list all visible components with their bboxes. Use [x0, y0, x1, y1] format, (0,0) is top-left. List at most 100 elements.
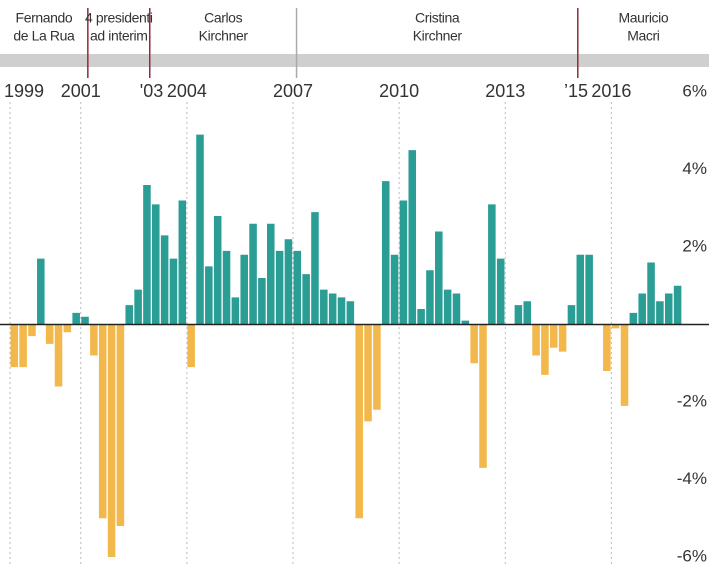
- bar: [452, 293, 461, 325]
- bar: [231, 297, 240, 325]
- bar: [328, 293, 337, 325]
- bar: [81, 316, 89, 325]
- bar: [461, 320, 470, 325]
- bar: [673, 285, 682, 325]
- bar: [479, 324, 487, 468]
- bar: [196, 134, 204, 325]
- president-name: Fernando: [16, 10, 73, 26]
- year-label: 2013: [485, 81, 525, 101]
- year-label: '03: [140, 81, 163, 101]
- year-label: 2016: [591, 81, 631, 101]
- bar: [28, 324, 36, 337]
- bar: [664, 293, 673, 325]
- year-label: ’15: [564, 81, 588, 101]
- bar: [187, 324, 195, 368]
- bar: [576, 254, 585, 325]
- bar: [240, 254, 248, 325]
- bar: [620, 324, 629, 406]
- bar: [638, 293, 646, 325]
- bar: [116, 324, 125, 526]
- president-name: 4 presidenti: [85, 10, 153, 26]
- bar: [381, 181, 390, 325]
- president-name: ad interim: [90, 28, 147, 44]
- bar: [656, 301, 664, 325]
- bar: [567, 305, 576, 325]
- bar: [134, 289, 142, 325]
- bar: [311, 212, 319, 325]
- y-tick-label: 2%: [682, 236, 707, 255]
- bar: [435, 231, 443, 325]
- year-label: 2007: [273, 81, 313, 101]
- bar: [293, 250, 302, 325]
- bar: [523, 301, 532, 325]
- bar: [302, 274, 310, 325]
- bar: [72, 312, 80, 325]
- bar: [258, 278, 266, 325]
- y-tick-label: -4%: [677, 469, 707, 488]
- bar: [54, 324, 63, 387]
- year-label: 1999: [4, 81, 44, 101]
- bar: [364, 324, 372, 422]
- bar: [275, 250, 284, 325]
- bar: [125, 305, 134, 325]
- bar: [417, 309, 425, 325]
- bar: [222, 250, 231, 325]
- bar: [470, 324, 478, 364]
- bar: [514, 305, 523, 325]
- bar: [399, 200, 408, 325]
- bar: [205, 266, 213, 325]
- bar: [213, 216, 222, 325]
- bar: [143, 185, 151, 325]
- bar: [408, 150, 417, 325]
- bar: [284, 239, 293, 325]
- bar: [63, 324, 72, 333]
- bar: [19, 324, 27, 368]
- year-label: 2010: [379, 81, 419, 101]
- bar: [558, 324, 567, 352]
- bar: [443, 289, 452, 325]
- bar: [496, 258, 505, 325]
- year-label: 2001: [61, 81, 101, 101]
- bar: [178, 200, 187, 325]
- bar: [585, 254, 593, 325]
- bar: [346, 301, 355, 325]
- bar: [603, 324, 611, 371]
- y-tick-label: 6%: [682, 81, 707, 100]
- bar: [647, 262, 655, 325]
- bar: [426, 270, 434, 325]
- bar: [373, 324, 381, 410]
- y-tick-label: -2%: [677, 391, 707, 410]
- bar: [320, 289, 328, 325]
- y-tick-label: 4%: [682, 159, 707, 178]
- bar: [488, 204, 496, 325]
- bar: [169, 258, 178, 325]
- bar: [355, 324, 363, 519]
- bar: [549, 324, 558, 348]
- year-label: 2004: [167, 81, 207, 101]
- bar: [45, 324, 54, 344]
- term-band: [0, 54, 709, 67]
- bar: [390, 254, 399, 325]
- y-tick-label: -6%: [677, 546, 707, 565]
- president-name: Cristina: [415, 10, 460, 26]
- bar: [629, 312, 638, 325]
- bar: [107, 324, 116, 557]
- bar: [541, 324, 549, 375]
- bar: [160, 235, 169, 325]
- president-name: Carlos: [204, 10, 242, 26]
- bar: [37, 258, 45, 325]
- president-name: Macri: [627, 28, 660, 44]
- president-name: Kirchner: [199, 28, 249, 44]
- bar: [611, 324, 620, 329]
- bar: [249, 223, 257, 325]
- president-name: Kirchner: [413, 28, 463, 44]
- bar: [337, 297, 346, 325]
- bar: [90, 324, 98, 356]
- bar: [10, 324, 19, 368]
- president-name: de La Rua: [13, 28, 75, 44]
- bar: [98, 324, 107, 519]
- bar: [532, 324, 540, 356]
- bar: [152, 204, 160, 325]
- president-name: Mauricio: [619, 10, 669, 26]
